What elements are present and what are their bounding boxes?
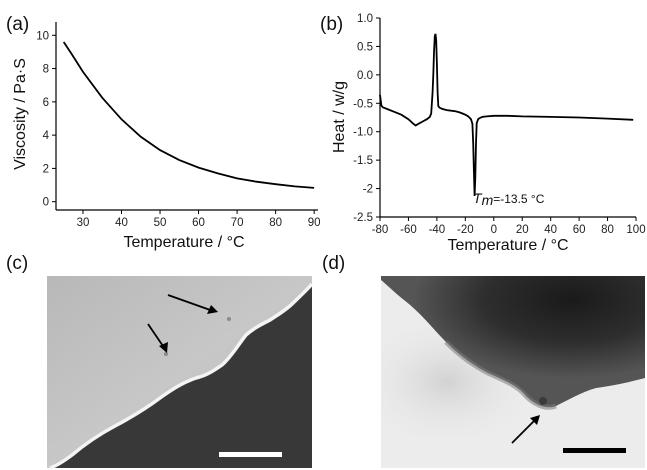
micrograph-c-specimen <box>47 276 312 468</box>
tm-value: =-13.5 °C <box>493 192 544 206</box>
chart-a-x-tick-label: 70 <box>231 217 244 229</box>
panel-label-d: (d) <box>322 253 345 274</box>
chart-b-x-tick-label: 80 <box>601 224 614 236</box>
micrograph-c-scale-bar <box>219 452 282 457</box>
chart-a: 30 40 50 60 70 80 90 0 2 4 6 8 10 Temperature / °C V… <box>12 22 321 251</box>
chart-b-y-tick-label: 0.0 <box>357 70 373 82</box>
chart-a-y-tick-label: 8 <box>43 64 49 76</box>
chart-b-x-tick-label: -20 <box>457 224 474 236</box>
chart-a-y-tick-label: 4 <box>43 130 50 142</box>
chart-b-y-tick-label: 0.5 <box>357 41 373 53</box>
chart-a-ticks: 30 40 50 60 70 80 90 0 2 4 6 8 10 <box>36 30 320 229</box>
arrowhead-icon <box>159 342 168 353</box>
chart-a-y-tick-label: 6 <box>43 97 49 109</box>
chart-b-x-tick-label: -80 <box>372 224 389 236</box>
arrowhead-icon <box>530 415 540 425</box>
chart-b-y-tick-label: -0.5 <box>353 98 373 110</box>
chart-a-y-tick-label: 10 <box>36 30 49 42</box>
chart-b-x-title: Temperature / °C <box>447 237 568 254</box>
panel-label-c: (c) <box>6 253 28 274</box>
chart-b-y-tick-label: -2 <box>363 184 373 196</box>
chart-b-x-tick-label: 20 <box>516 224 529 236</box>
chart-b-y-tick-label: -1.0 <box>353 127 373 139</box>
chart-b: -80 -60 -40 -20 0 20 40 60 80 100 -2.5 -2 -1.5 -1.0 -0… <box>331 13 646 254</box>
chart-b-y-tick-label: -1.5 <box>353 155 373 167</box>
micrograph-d-dark-region <box>381 276 645 408</box>
chart-b-x-tick-label: 40 <box>544 224 557 236</box>
chart-b-y-title: Heat / w/g <box>331 81 348 153</box>
chart-b-x-tick-label: 100 <box>626 224 645 236</box>
chart-b-y-tick-label: -2.5 <box>353 212 373 224</box>
chart-a-y-tick-label: 2 <box>43 163 49 175</box>
arrowhead-icon <box>207 305 218 314</box>
chart-a-x-title: Temperature / °C <box>123 234 244 251</box>
micrograph-d-particle <box>539 397 547 405</box>
chart-a-x-tick-label: 50 <box>154 217 167 229</box>
chart-a-y-title: Viscosity / Pa·S <box>12 58 29 170</box>
chart-b-x-tick-label: 0 <box>491 224 497 236</box>
micrograph-d <box>381 276 645 468</box>
chart-b-tm-annotation: Tm=-13.5 °C <box>473 190 545 208</box>
micrograph-c-edge <box>49 282 314 470</box>
panel-label-b: (b) <box>320 14 343 35</box>
micrograph-d-scale-bar <box>563 448 626 453</box>
chart-a-x-tick-label: 90 <box>308 217 321 229</box>
micrograph-c-particle <box>227 317 231 321</box>
chart-b-x-tick-label: -60 <box>400 224 417 236</box>
chart-b-ticks: -80 -60 -40 -20 0 20 40 60 80 100 -2.5 -2 -1.5 -1.0 -0… <box>353 13 645 236</box>
micrograph-c-particle <box>164 352 168 356</box>
chart-a-x-tick-label: 40 <box>115 217 128 229</box>
tm-symbol: T <box>473 190 483 206</box>
chart-a-x-tick-label: 60 <box>192 217 205 229</box>
chart-a-series-line <box>62 41 315 189</box>
chart-a-x-tick-label: 30 <box>77 217 90 229</box>
panel-label-a: (a) <box>6 14 29 35</box>
chart-b-series-line <box>379 33 634 197</box>
chart-a-x-tick-label: 80 <box>269 217 282 229</box>
chart-b-x-tick-label: -40 <box>429 224 446 236</box>
micrograph-d-arrow <box>511 418 537 444</box>
chart-b-x-tick-label: 60 <box>573 224 586 236</box>
micrograph-c <box>47 276 314 470</box>
chart-b-y-tick-label: 1.0 <box>357 13 373 25</box>
tm-subscript: m <box>482 192 494 208</box>
micrograph-c-arrow-1 <box>167 294 214 312</box>
chart-a-y-tick-label: 0 <box>43 197 49 209</box>
micrograph-d-boundary <box>444 340 557 410</box>
